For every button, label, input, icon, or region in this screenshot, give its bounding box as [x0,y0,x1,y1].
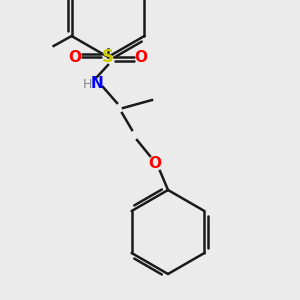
Text: O: O [134,50,148,64]
Text: O: O [148,155,161,170]
Text: S: S [102,48,114,66]
Text: N: N [91,76,103,91]
Text: O: O [68,50,82,64]
Text: H: H [82,79,92,92]
